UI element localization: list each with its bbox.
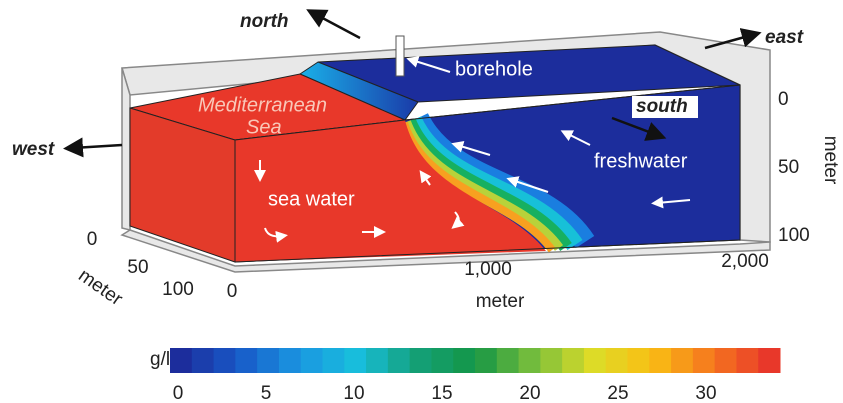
colorbar-tick: 10 [343, 383, 364, 403]
freshwater-label: freshwater [594, 150, 688, 172]
width-title: meter [74, 265, 126, 310]
depth-tick: 100 [778, 225, 810, 246]
south-label: south [636, 96, 688, 117]
figure: north east west south borehole Mediterra… [0, 0, 843, 403]
colorbar-cell [214, 348, 236, 373]
east-label: east [765, 27, 804, 48]
colorbar-cell [344, 348, 366, 373]
borehole-label: borehole [455, 58, 533, 80]
colorbar: 0 5 10 15 20 25 30 [170, 348, 781, 403]
width-tick: 0 [87, 229, 98, 250]
length-tick: 2,000 [721, 251, 769, 272]
sea-name: Mediterranean [198, 94, 327, 116]
colorbar-cell [279, 348, 301, 373]
colorbar-cell [693, 348, 715, 373]
colorbar-cell [475, 348, 497, 373]
colorbar-cell [519, 348, 541, 373]
width-tick: 50 [127, 257, 148, 278]
colorbar-cell [562, 348, 584, 373]
colorbar-tick: 5 [261, 383, 272, 403]
sea-name: Sea [246, 116, 282, 138]
colorbar-title: g/l [150, 349, 170, 370]
length-title: meter [476, 291, 525, 312]
colorbar-cell [323, 348, 345, 373]
borehole-pipe [396, 36, 404, 76]
colorbar-cell [540, 348, 562, 373]
north-label: north [240, 11, 289, 32]
colorbar-cell [758, 348, 780, 373]
colorbar-cell [192, 348, 214, 373]
colorbar-cell [366, 348, 388, 373]
colorbar-tick: 15 [431, 383, 452, 403]
west-label: west [12, 139, 55, 160]
colorbar-cell [410, 348, 432, 373]
colorbar-tick: 0 [173, 383, 184, 403]
length-tick: 1,000 [464, 259, 512, 280]
colorbar-cell [584, 348, 606, 373]
colorbar-cell [736, 348, 758, 373]
colorbar-cell [257, 348, 279, 373]
depth-tick: 0 [778, 89, 789, 110]
length-tick: 0 [227, 281, 238, 302]
colorbar-tick: 20 [519, 383, 540, 403]
depth-title: meter [820, 136, 841, 185]
colorbar-tick: 30 [695, 383, 716, 403]
colorbar-cell [235, 348, 257, 373]
sea-water-label: sea water [268, 188, 355, 210]
colorbar-cell [388, 348, 410, 373]
colorbar-cell [671, 348, 693, 373]
colorbar-cell [628, 348, 650, 373]
colorbar-cell [606, 348, 628, 373]
depth-tick: 50 [778, 157, 799, 178]
colorbar-cell [431, 348, 453, 373]
width-tick: 100 [162, 279, 194, 300]
colorbar-cell [453, 348, 475, 373]
colorbar-tick: 25 [607, 383, 628, 403]
colorbar-cell [170, 348, 192, 373]
colorbar-cell [649, 348, 671, 373]
colorbar-cell [497, 348, 519, 373]
colorbar-cell [301, 348, 323, 373]
colorbar-cell [715, 348, 737, 373]
